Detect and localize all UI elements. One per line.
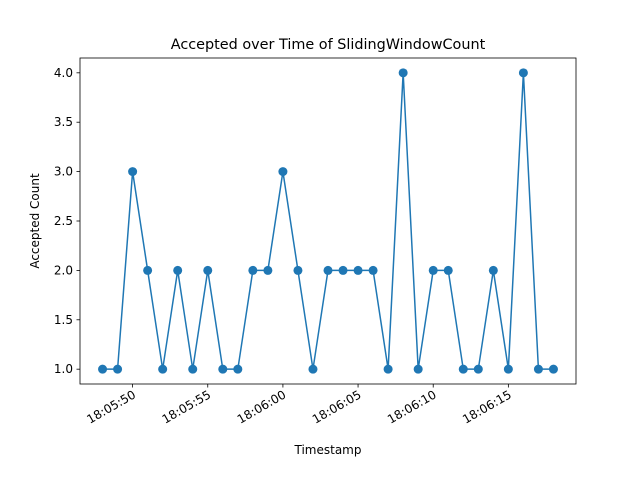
data-point [323,265,333,275]
data-point [338,265,348,275]
chart-title: Accepted over Time of SlidingWindowCount [171,37,486,53]
data-point [158,364,168,374]
data-point [128,167,138,177]
x-axis-label: Timestamp [294,443,362,457]
data-point [248,265,258,275]
data-point [473,364,483,374]
data-point [218,364,228,374]
y-tick-label: 1.5 [54,313,73,327]
data-point [398,68,408,78]
y-tick-label: 2.0 [54,263,73,277]
data-point [353,265,363,275]
series-line [102,72,554,370]
data-point [188,364,198,374]
y-tick-label: 3.5 [54,115,73,129]
data-point [263,265,273,275]
y-axis-label: Accepted Count [28,173,42,269]
data-point [203,265,213,275]
data-point [458,364,468,374]
x-tick-label: 18:06:10 [385,387,439,426]
data-point [383,364,393,374]
data-point [113,364,123,374]
y-tick-label: 4.0 [54,66,73,80]
data-point [488,265,498,275]
y-tick-label: 1.0 [54,362,73,376]
x-tick-label: 18:05:50 [84,387,138,426]
x-tick-label: 18:05:55 [160,387,214,426]
data-point [143,265,153,275]
data-point [293,265,303,275]
data-point [278,167,288,177]
x-tick-label: 18:06:00 [235,387,289,426]
data-point [443,265,453,275]
data-point [308,364,318,374]
data-point [548,364,558,374]
axes-frame [79,57,577,385]
data-point [98,364,108,374]
data-point [428,265,438,275]
data-point [518,68,528,78]
x-tick-label: 18:06:05 [310,387,364,426]
x-tick-label: 18:06:15 [460,387,514,426]
data-point [533,364,543,374]
data-point [173,265,183,275]
plot-area: 1.0 1.5 2.0 2.5 3.0 3.5 4.0 18:05:50 18:05:55 18:… [54,57,577,427]
data-point [233,364,243,374]
data-point [413,364,423,374]
data-point [503,364,513,374]
data-point [368,265,378,275]
y-tick-label: 2.5 [54,214,73,228]
y-tick-label: 3.0 [54,165,73,179]
